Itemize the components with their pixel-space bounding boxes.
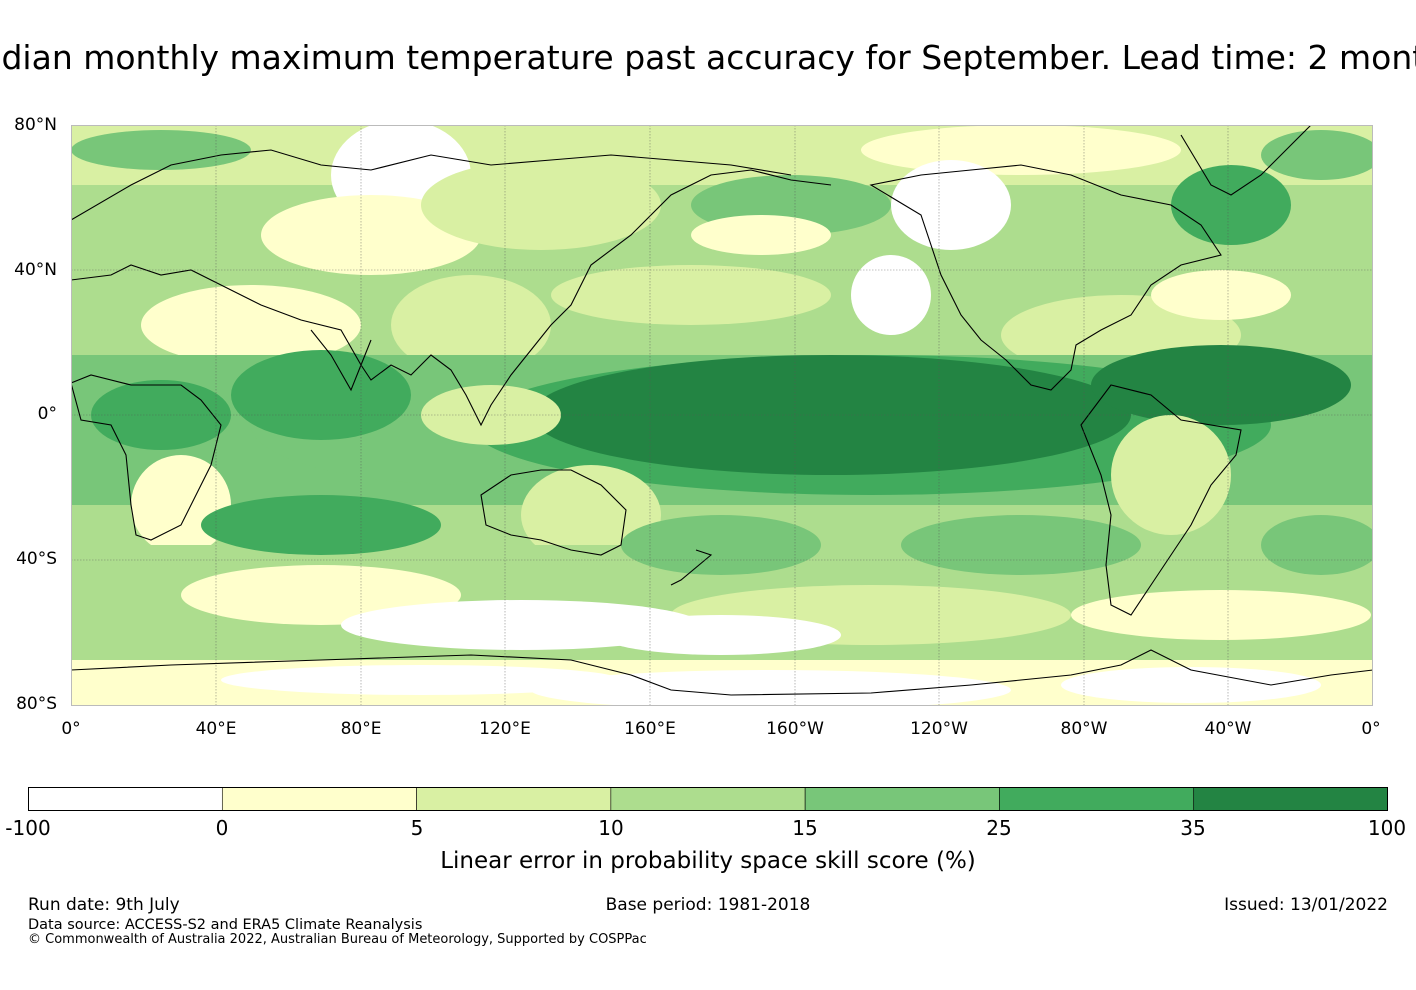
- lon-label-80w: 80°W: [1060, 719, 1108, 739]
- lat-label-80s: 80°S: [16, 694, 57, 714]
- colorbar-tick-label: 0: [215, 816, 229, 840]
- lat-label-80n: 80°N: [14, 115, 57, 135]
- colorbar: [28, 787, 1388, 811]
- colorbar-segment: [610, 787, 806, 811]
- colorbar-segment: [999, 787, 1195, 811]
- lon-label-0: 0°: [61, 719, 81, 739]
- lon-label-80e: 80°E: [340, 719, 382, 739]
- copyright: © Commonwealth of Australia 2022, Austra…: [28, 932, 647, 947]
- lon-label-40w: 40°W: [1204, 719, 1252, 739]
- colorbar-tick-label: -100: [5, 816, 51, 840]
- lat-label-40s: 40°S: [16, 549, 57, 569]
- colorbar-tick-label: 25: [986, 816, 1012, 840]
- colorbar-title: Linear error in probability space skill …: [440, 848, 976, 874]
- run-date: Run date: 9th July: [28, 895, 180, 915]
- lon-label-160w: 160°W: [766, 719, 824, 739]
- colorbar-tick-label: 15: [792, 816, 818, 840]
- colorbar-segment: [1193, 787, 1388, 811]
- colorbar-tick-label: 100: [1367, 816, 1407, 840]
- colorbar-tick-label: 5: [410, 816, 424, 840]
- colorbar-segment: [416, 787, 612, 811]
- issued-date: Issued: 13/01/2022: [1224, 895, 1388, 915]
- skill-score-map: [71, 125, 1373, 706]
- lon-label-0-east: 0°: [1361, 719, 1381, 739]
- colorbar-segment: [28, 787, 223, 811]
- colorbar-border: [28, 787, 1388, 811]
- lon-label-120w: 120°W: [910, 719, 968, 739]
- lon-label-40e: 40°E: [195, 719, 237, 739]
- data-source: Data source: ACCESS-S2 and ERA5 Climate …: [28, 917, 423, 933]
- lat-label-40n: 40°N: [14, 260, 57, 280]
- colorbar-tick-label: 10: [598, 816, 624, 840]
- colorbar-segment: [804, 787, 1000, 811]
- colorbar-tick-label: 35: [1180, 816, 1206, 840]
- graticule: [71, 125, 1373, 706]
- lon-label-160e: 160°E: [624, 719, 676, 739]
- lon-label-120e: 120°E: [479, 719, 531, 739]
- base-period: Base period: 1981-2018: [605, 895, 811, 915]
- map-title: Median monthly maximum temperature past …: [0, 38, 1416, 77]
- lat-label-equator: 0°: [37, 404, 57, 424]
- colorbar-segment: [221, 787, 417, 811]
